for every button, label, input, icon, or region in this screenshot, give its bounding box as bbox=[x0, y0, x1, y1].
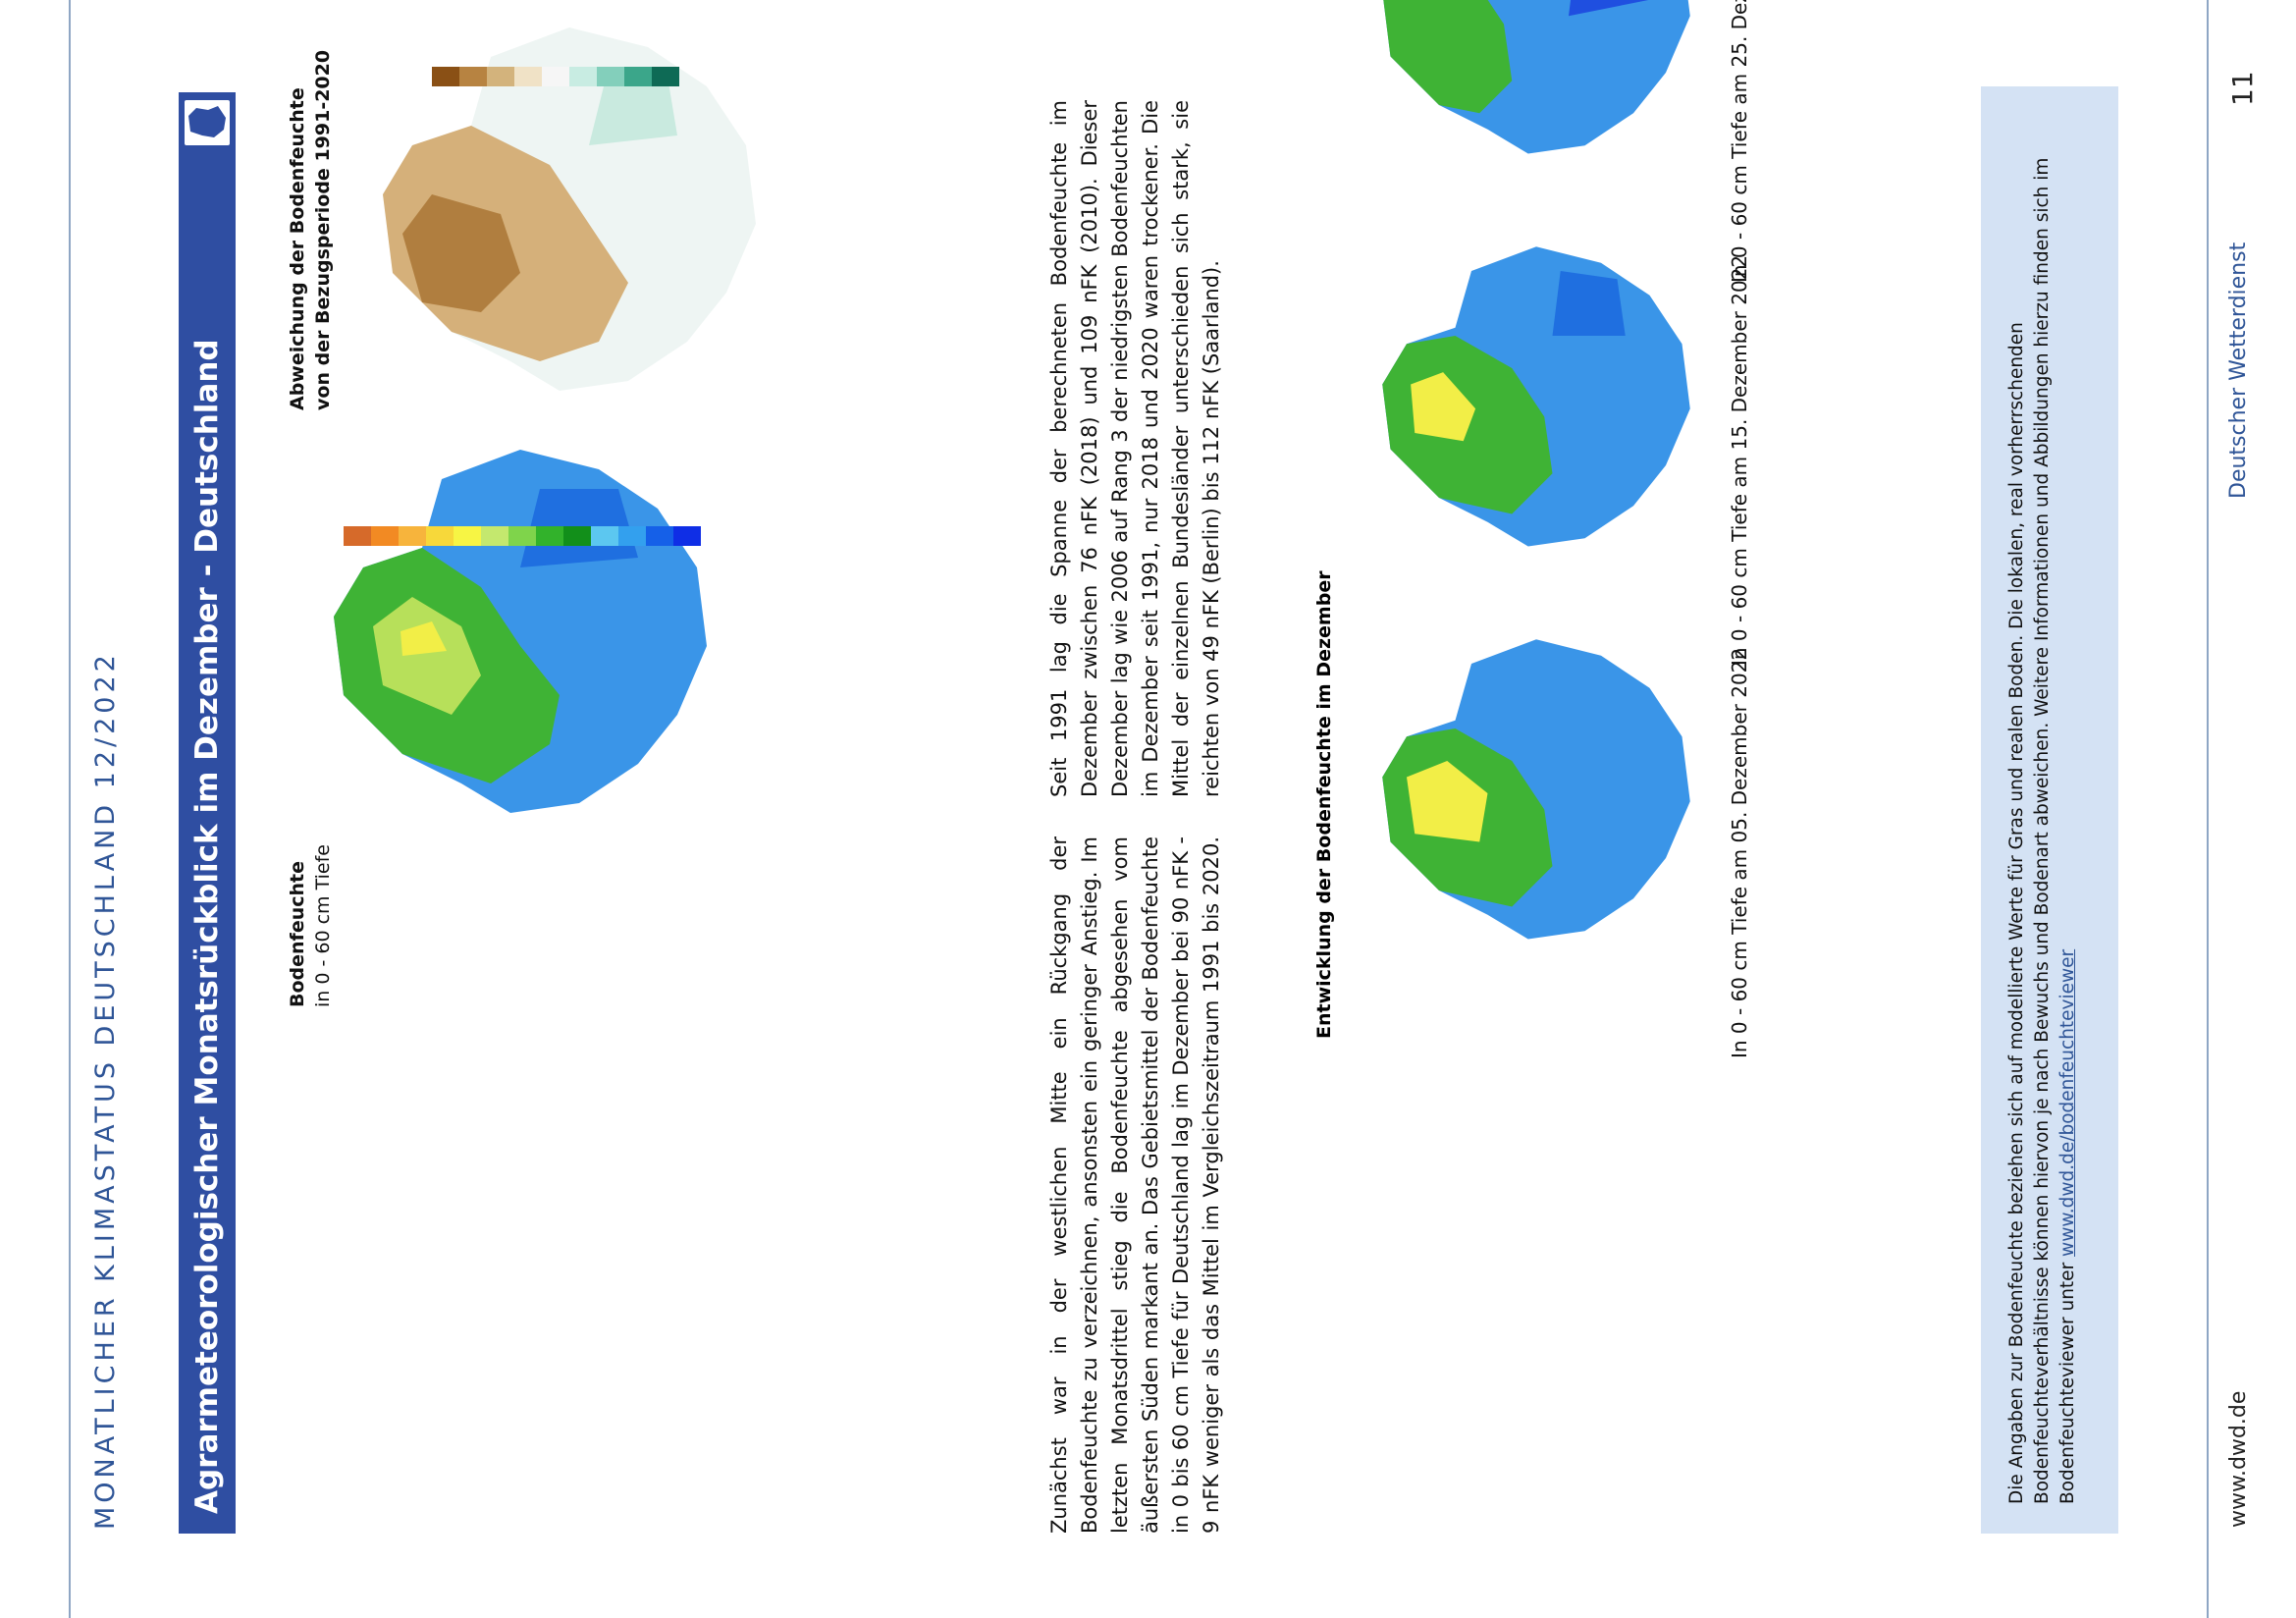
small-map-dec-25 bbox=[1382, 0, 1690, 154]
map-soil-moisture-subtitle: in 0 - 60 cm Tiefe bbox=[312, 844, 334, 1007]
soil-moisture-colorbar bbox=[344, 526, 701, 546]
bodenfeuchteviewer-link[interactable]: www.dwd.de/bodenfeuchteviewer bbox=[2057, 948, 2078, 1257]
bottom-rule bbox=[2207, 0, 2209, 1618]
anomaly-colorbar bbox=[432, 67, 679, 86]
map-anomaly-label: Abweichung der Bodenfeuchte von der Bezu… bbox=[285, 50, 336, 410]
soil-moisture-map bbox=[334, 450, 707, 813]
info-box: Die Angaben zur Bodenfeuchte beziehen si… bbox=[1981, 86, 2118, 1534]
top-rule bbox=[69, 0, 71, 1618]
body-text: Zunächst war in der westlichen Mitte ein… bbox=[1047, 100, 1223, 1534]
small-map-caption-1: In 0 - 60 cm Tiefe am 05. Dezember 2022 bbox=[1728, 647, 1751, 1058]
soil-moisture-anomaly-map bbox=[383, 27, 756, 391]
title-bar: Agrarmeteorologischer Monatsrückblick im… bbox=[179, 92, 236, 1534]
germany-logo-icon bbox=[185, 100, 230, 145]
page-header: MONATLICHER KLIMASTATUS DEUTSCHLAND 12/2… bbox=[90, 651, 121, 1530]
footer-url[interactable]: www.dwd.de bbox=[2226, 1390, 2251, 1528]
footer-publisher: Deutscher Wetterdienst bbox=[2226, 242, 2251, 499]
map-anomaly-subtitle: von der Bezugsperiode 1991-2020 bbox=[312, 49, 334, 410]
small-map-caption-3: In 0 - 60 cm Tiefe am 25. Dezember 2022 bbox=[1728, 0, 1751, 283]
small-map-dec-05 bbox=[1382, 639, 1690, 940]
small-map-dec-15 bbox=[1382, 246, 1690, 547]
section-heading: Entwicklung der Bodenfeuchte im Dezember bbox=[1313, 570, 1335, 1039]
info-box-text: Die Angaben zur Bodenfeuchte beziehen si… bbox=[2006, 157, 2078, 1504]
map-anomaly-title: Abweichung der Bodenfeuchte bbox=[287, 87, 308, 410]
page-number: 11 bbox=[2226, 71, 2259, 106]
map-soil-moisture-title: Bodenfeuchte bbox=[287, 861, 308, 1007]
map-soil-moisture-label: Bodenfeuchte in 0 - 60 cm Tiefe bbox=[285, 844, 336, 1007]
small-map-caption-2: In 0 - 60 cm Tiefe am 15. Dezember 2022 bbox=[1728, 254, 1751, 666]
